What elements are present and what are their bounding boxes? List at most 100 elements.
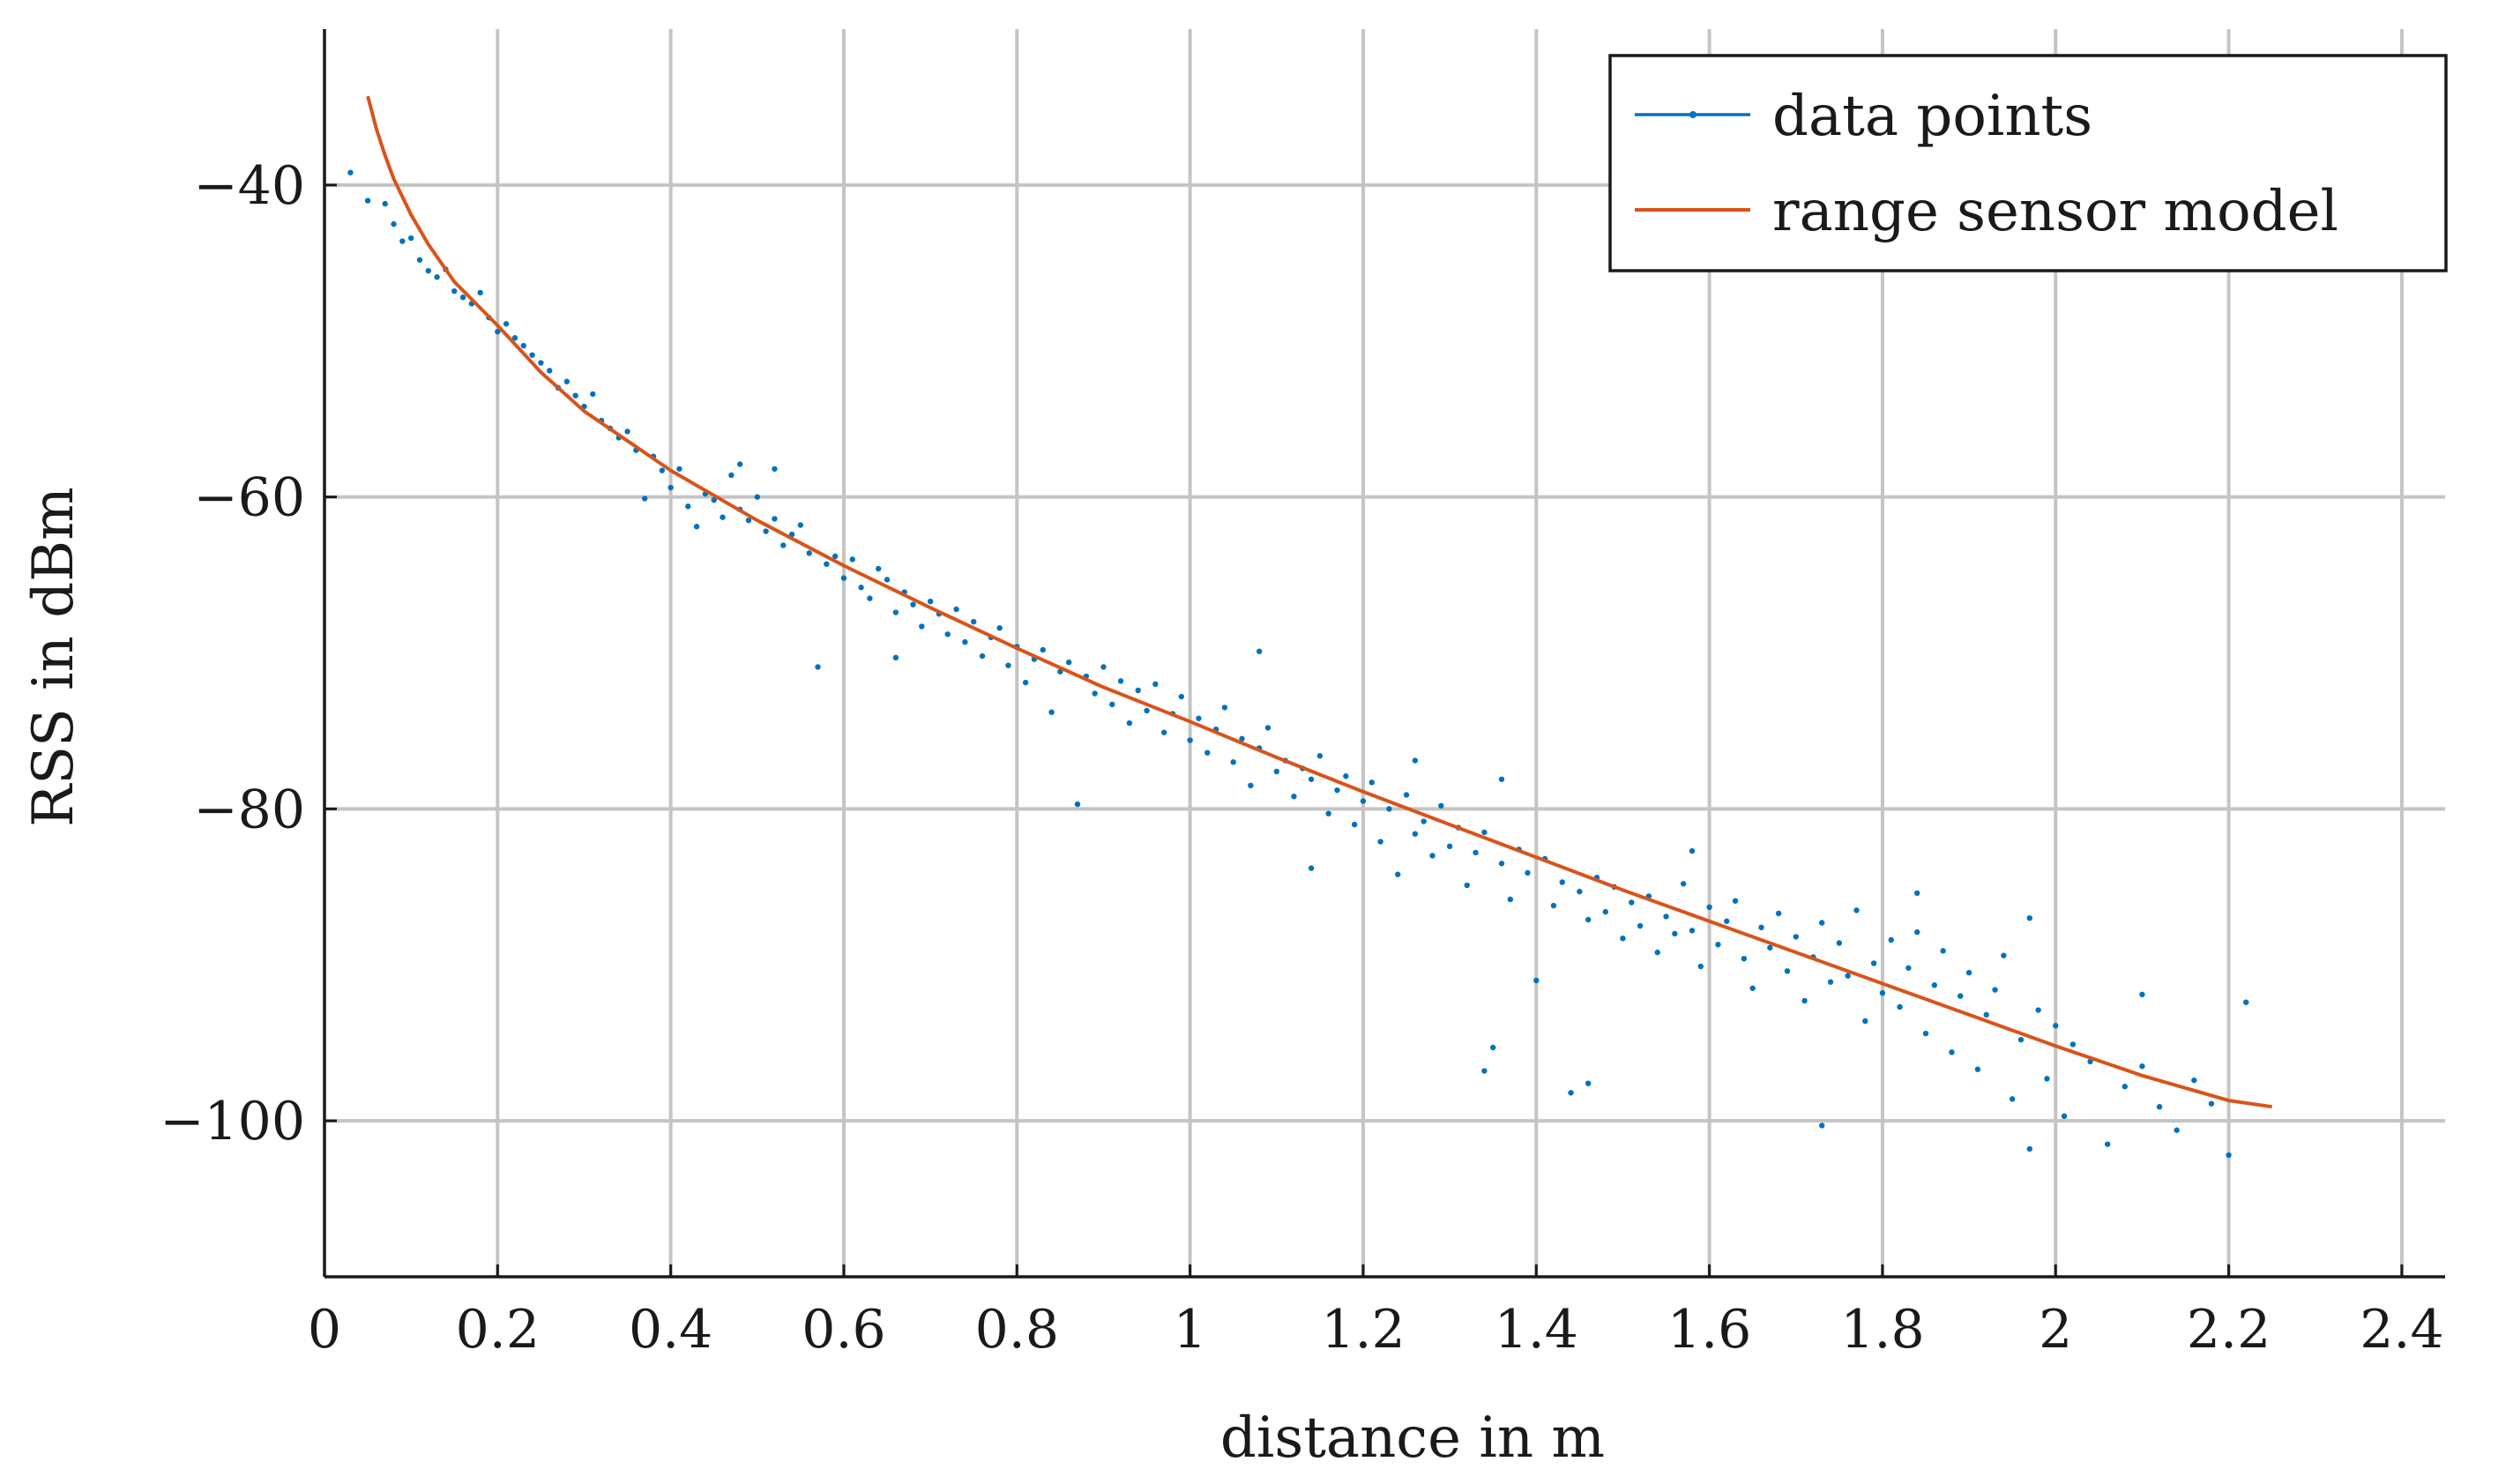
data-point (876, 565, 882, 572)
y-tick-label: −60 (193, 467, 305, 529)
data-point (2001, 952, 2007, 958)
data-point (1914, 890, 1920, 897)
data-point (1965, 969, 1972, 976)
legend-label-range-sensor-model: range sensor model (1772, 179, 2338, 244)
x-tick-label: 1 (1174, 1299, 1207, 1361)
data-point (1715, 942, 1721, 948)
x-tick-label: 1.2 (1321, 1299, 1405, 1361)
data-point (563, 378, 570, 384)
plot-area (347, 95, 2272, 1159)
data-point (1446, 843, 1453, 850)
data-point (2009, 1096, 2016, 1102)
data-point (1689, 928, 1696, 934)
data-point (1577, 888, 1583, 895)
data-point (2139, 1063, 2145, 1070)
data-point (979, 653, 986, 660)
data-point (451, 287, 458, 295)
legend: data points range sensor model (1608, 54, 2448, 272)
data-point (1897, 1003, 1903, 1010)
data-point (1022, 679, 1029, 686)
data-point (2174, 1127, 2180, 1133)
data-point (1931, 982, 1938, 988)
data-point (1663, 914, 1669, 920)
data-point (1048, 709, 1055, 715)
data-point (1697, 963, 1704, 970)
x-tick-label: 0.8 (975, 1299, 1059, 1361)
data-point (2122, 1084, 2128, 1090)
data-point (1550, 902, 1557, 909)
data-point (780, 542, 787, 548)
data-point (1620, 935, 1626, 942)
data-point (1126, 720, 1133, 727)
data-point (659, 467, 666, 474)
data-point (511, 335, 518, 341)
data-point (849, 556, 855, 563)
data-point (364, 198, 371, 204)
data-point (1368, 779, 1375, 786)
x-tick-label: 0.6 (802, 1299, 885, 1361)
legend-box (1608, 54, 2448, 272)
data-point (910, 601, 916, 608)
data-point (1109, 701, 1115, 708)
data-point (1334, 787, 1340, 794)
data-point (1066, 659, 1072, 666)
data-point (1629, 899, 1635, 906)
data-point (745, 517, 752, 524)
data-point (1204, 749, 1211, 756)
data-point (1230, 759, 1236, 765)
data-point (503, 321, 510, 327)
data-point (1749, 985, 1756, 991)
data-point (720, 514, 726, 520)
x-tick-label: 0 (308, 1299, 341, 1361)
data-point (1481, 1068, 1488, 1074)
data-point (1905, 965, 1912, 971)
data-point (1343, 773, 1349, 779)
data-point (772, 466, 778, 472)
data-point (1239, 735, 1245, 742)
data-point (520, 342, 526, 349)
data-point (459, 295, 466, 301)
data-point (1637, 922, 1644, 929)
data-point (1377, 839, 1383, 845)
data-point (772, 516, 778, 522)
data-point (1403, 792, 1410, 798)
data-point (1775, 910, 1782, 917)
data-point (1386, 806, 1392, 812)
data-point (1438, 802, 1444, 809)
tick-labels: 0 0.2 0.4 0.6 0.8 1 1.2 1.4 1.6 1.8 2 2.2 2.4 −40 −60 −… (160, 155, 2443, 1361)
data-point (391, 220, 397, 227)
data-point (676, 466, 682, 472)
data-point (1585, 916, 1592, 923)
data-point (1507, 896, 1514, 903)
data-point (425, 267, 431, 274)
data-point (572, 392, 578, 399)
data-point (971, 618, 977, 625)
x-tick-label: 1.8 (1840, 1299, 1924, 1361)
data-point (2035, 1007, 2041, 1013)
data-point (1949, 1049, 1955, 1055)
data-point (1351, 821, 1358, 828)
data-point (2139, 991, 2145, 998)
data-point (2104, 1141, 2111, 1147)
data-point (1464, 882, 1470, 889)
data-point (1845, 973, 1851, 979)
data-point (2061, 1113, 2068, 1120)
data-point (996, 625, 1003, 631)
data-point (892, 654, 899, 661)
data-point (642, 496, 648, 502)
data-point (1767, 944, 1773, 951)
x-tick-label: 1.4 (1495, 1299, 1578, 1361)
data-point (1316, 753, 1324, 759)
data-point (1957, 993, 1964, 999)
data-point (1074, 801, 1081, 808)
series-range-sensor-model-line (366, 95, 2272, 1109)
data-point (1827, 979, 1834, 985)
data-point (1680, 881, 1687, 887)
data-point (1585, 1080, 1592, 1086)
data-point (347, 169, 354, 175)
data-point (1248, 782, 1254, 789)
data-point (806, 550, 812, 556)
data-point (2226, 1152, 2232, 1159)
data-point (840, 575, 847, 581)
